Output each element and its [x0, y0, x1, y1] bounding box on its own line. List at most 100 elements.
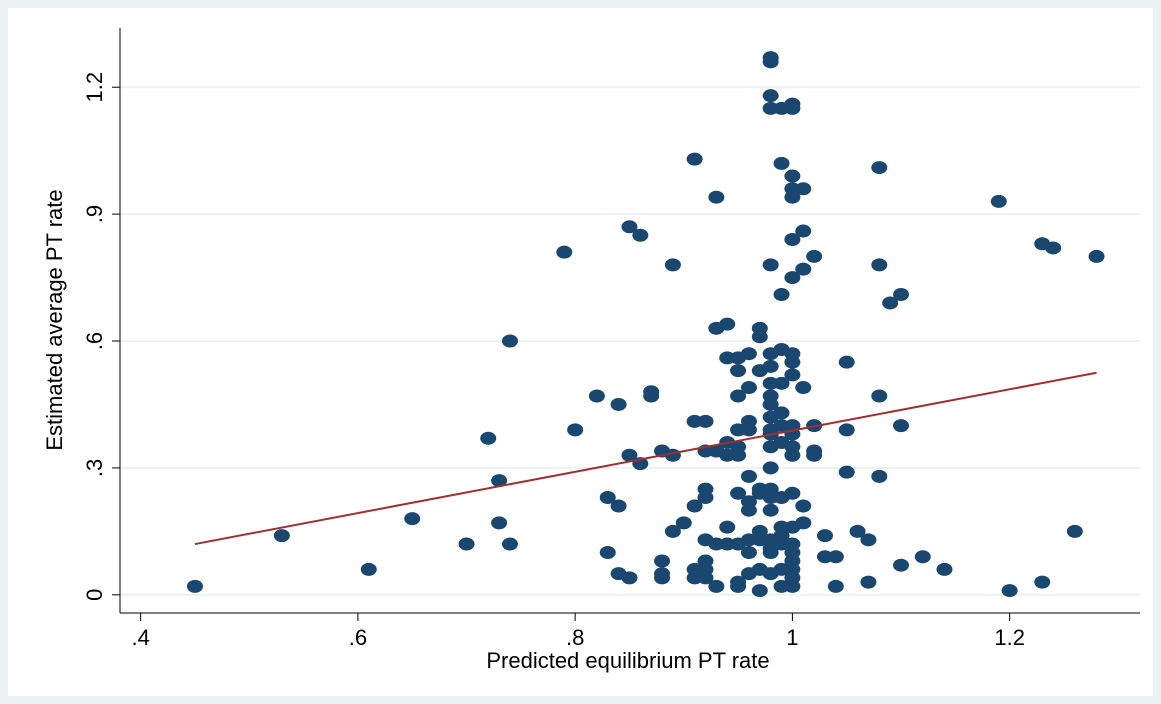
point: [1001, 584, 1018, 598]
point: [404, 512, 421, 526]
point: [719, 317, 736, 331]
point: [273, 529, 290, 543]
point: [491, 474, 508, 488]
point: [458, 537, 475, 551]
point: [740, 381, 757, 395]
point: [893, 287, 910, 301]
point: [654, 571, 671, 585]
point: [360, 562, 377, 576]
point: [719, 520, 736, 534]
point: [740, 423, 757, 437]
y-tick-label: .3: [82, 459, 107, 477]
point: [697, 414, 714, 428]
point: [567, 423, 584, 437]
point: [762, 397, 779, 411]
point: [1088, 249, 1105, 263]
plot-background: [8, 8, 1153, 696]
y-tick-label: 1.2: [82, 72, 107, 103]
point: [806, 448, 823, 462]
point: [871, 469, 888, 483]
point: [784, 368, 801, 382]
point: [1045, 241, 1062, 255]
point: [816, 529, 833, 543]
point: [751, 330, 768, 344]
point: [1066, 524, 1083, 538]
x-tick-label: .6: [349, 625, 367, 650]
point: [762, 89, 779, 103]
point: [480, 431, 497, 445]
point: [893, 558, 910, 572]
point: [762, 55, 779, 69]
point: [914, 550, 931, 564]
point: [740, 546, 757, 560]
point: [610, 397, 627, 411]
point: [871, 258, 888, 272]
point: [849, 524, 866, 538]
point: [654, 554, 671, 568]
point: [795, 224, 812, 238]
point: [773, 406, 790, 420]
point: [871, 161, 888, 175]
point: [795, 182, 812, 196]
point: [730, 389, 747, 403]
point: [632, 228, 649, 242]
point: [621, 448, 638, 462]
point: [784, 190, 801, 204]
point: [686, 499, 703, 513]
fit-line: [194, 371, 1097, 546]
point: [664, 258, 681, 272]
point: [675, 516, 692, 530]
y-tick-label: .9: [82, 205, 107, 223]
point: [762, 359, 779, 373]
point: [784, 355, 801, 369]
point: [599, 546, 616, 560]
point: [882, 296, 899, 310]
y-tick-label: .6: [82, 332, 107, 350]
point: [501, 537, 518, 551]
point: [806, 249, 823, 263]
point: [1034, 575, 1051, 589]
point: [936, 562, 953, 576]
point: [795, 516, 812, 530]
point: [610, 499, 627, 513]
point: [893, 419, 910, 433]
point: [730, 448, 747, 462]
point: [556, 245, 573, 259]
x-tick-label: 1: [786, 625, 798, 650]
point: [730, 364, 747, 378]
point: [784, 486, 801, 500]
point: [795, 381, 812, 395]
point: [643, 389, 660, 403]
point: [491, 516, 508, 530]
point: [740, 469, 757, 483]
point: [827, 579, 844, 593]
point: [708, 579, 725, 593]
point: [827, 550, 844, 564]
point: [784, 169, 801, 183]
point: [784, 271, 801, 285]
x-tick-label: 1.2: [994, 625, 1025, 650]
point: [795, 499, 812, 513]
point: [773, 287, 790, 301]
point: [838, 423, 855, 437]
point: [697, 491, 714, 505]
point: [621, 571, 638, 585]
point: [708, 190, 725, 204]
x-tick-label: .8: [566, 625, 584, 650]
point: [795, 262, 812, 276]
point: [784, 579, 801, 593]
point: [621, 220, 638, 234]
point: [740, 503, 757, 517]
point: [740, 347, 757, 361]
y-axis-label: Estimated average PT rate: [42, 189, 67, 450]
point: [762, 258, 779, 272]
point: [838, 465, 855, 479]
point: [762, 546, 779, 560]
y-tick-label: 0: [82, 589, 107, 601]
point: [751, 584, 768, 598]
point: [730, 486, 747, 500]
point: [838, 355, 855, 369]
point: [501, 334, 518, 348]
point: [860, 575, 877, 589]
